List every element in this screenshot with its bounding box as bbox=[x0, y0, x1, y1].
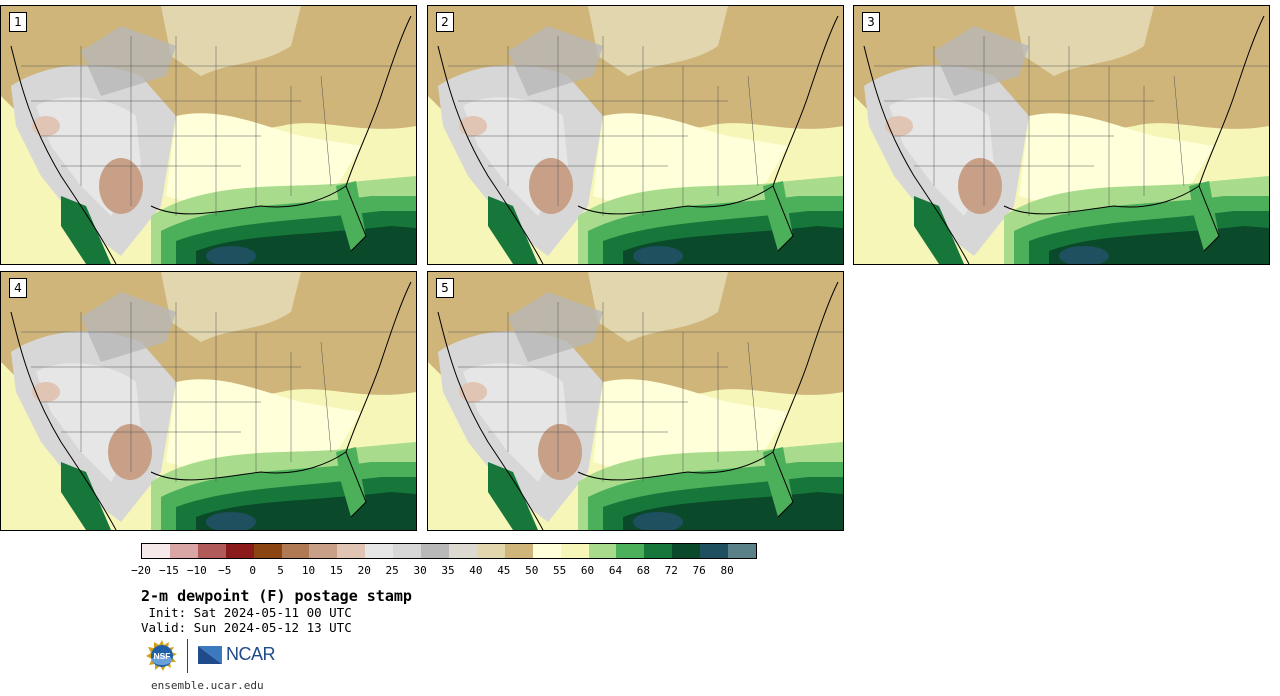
ncar-logo-text: NCAR bbox=[226, 644, 276, 664]
colorbar-swatch bbox=[309, 544, 338, 558]
colorbar-tick-label: 25 bbox=[385, 564, 399, 577]
colorbar bbox=[141, 543, 757, 559]
colorbar-tick-label: 10 bbox=[301, 564, 316, 577]
ncar-logo: NCAR bbox=[197, 644, 276, 665]
panel-label: 2 bbox=[436, 12, 454, 32]
panel-label: 4 bbox=[9, 278, 27, 298]
colorbar-swatch bbox=[337, 544, 366, 558]
colorbar-tick-label: 30 bbox=[413, 564, 427, 577]
valid-time: Valid: Sun 2024-05-12 13 UTC bbox=[141, 620, 352, 635]
dewpoint-map bbox=[854, 6, 1269, 264]
colorbar-tick-label: 35 bbox=[441, 564, 455, 577]
map-panel-5: 5 bbox=[427, 271, 844, 531]
colorbar-tick-label: 20 bbox=[357, 564, 371, 577]
colorbar-tick-label: −5 bbox=[218, 564, 232, 577]
colorbar-tick-label: −10 bbox=[186, 564, 207, 577]
colorbar-tick-label: 72 bbox=[664, 564, 678, 577]
colorbar-swatch bbox=[504, 544, 533, 558]
colorbar-swatch bbox=[253, 544, 282, 558]
dewpoint-map bbox=[428, 6, 843, 264]
colorbar-swatch bbox=[142, 544, 170, 558]
map-panel-2: 2 bbox=[427, 5, 844, 265]
plot-title: 2-m dewpoint (F) postage stamp bbox=[141, 587, 412, 605]
colorbar-tick-label: 68 bbox=[636, 564, 650, 577]
map-panel-3: 3 bbox=[853, 5, 1270, 265]
colorbar-tick-label: −20 bbox=[131, 564, 151, 577]
colorbar-swatch bbox=[616, 544, 645, 558]
colorbar-tick-label: 76 bbox=[692, 564, 706, 577]
dewpoint-map bbox=[1, 6, 416, 264]
map-panel-4: 4 bbox=[0, 271, 417, 531]
colorbar-ticks: −20 −15 −10 −5 0 5 10 15 20 25 30 35 40 45 50 55 60 64 68 7… bbox=[131, 564, 781, 578]
colorbar-swatch bbox=[197, 544, 226, 558]
colorbar-swatch bbox=[225, 544, 254, 558]
colorbar-swatch bbox=[560, 544, 589, 558]
colorbar-swatch bbox=[476, 544, 505, 558]
colorbar-swatch bbox=[421, 544, 449, 558]
colorbar-tick-label: 5 bbox=[277, 564, 284, 577]
colorbar-swatch bbox=[728, 544, 756, 558]
colorbar-swatch bbox=[448, 544, 477, 558]
colorbar-tick-label: 0 bbox=[249, 564, 256, 577]
colorbar-tick-label: 50 bbox=[525, 564, 539, 577]
colorbar-swatch bbox=[532, 544, 561, 558]
colorbar-tick-label: 80 bbox=[720, 564, 734, 577]
colorbar-tick-label: 45 bbox=[497, 564, 511, 577]
panel-label: 5 bbox=[436, 278, 454, 298]
site-url: ensemble.ucar.edu bbox=[151, 679, 264, 692]
colorbar-tick-label: 15 bbox=[329, 564, 343, 577]
colorbar-swatch bbox=[365, 544, 394, 558]
panel-label: 3 bbox=[862, 12, 880, 32]
panel-label: 1 bbox=[9, 12, 27, 32]
colorbar-tick-label: −15 bbox=[158, 564, 179, 577]
colorbar-tick-label: 64 bbox=[608, 564, 623, 577]
colorbar-swatch bbox=[169, 544, 198, 558]
dewpoint-map bbox=[428, 272, 843, 530]
dewpoint-map bbox=[1, 272, 416, 530]
init-time: Init: Sat 2024-05-11 00 UTC bbox=[141, 605, 352, 620]
colorbar-swatch bbox=[700, 544, 729, 558]
nsf-logo-icon: NSF bbox=[146, 640, 177, 671]
map-panel-1: 1 bbox=[0, 5, 417, 265]
colorbar-tick-label: 40 bbox=[469, 564, 483, 577]
colorbar-tick-label: 55 bbox=[553, 564, 567, 577]
logo-divider bbox=[187, 639, 188, 673]
colorbar-swatch bbox=[281, 544, 310, 558]
colorbar-tick-label: 60 bbox=[580, 564, 595, 577]
colorbar-swatch bbox=[588, 544, 617, 558]
ncar-mark-icon bbox=[198, 645, 222, 664]
colorbar-swatch bbox=[672, 544, 701, 558]
colorbar-swatch bbox=[644, 544, 673, 558]
nsf-logo-text: NSF bbox=[154, 651, 171, 661]
colorbar-swatch bbox=[393, 544, 422, 558]
